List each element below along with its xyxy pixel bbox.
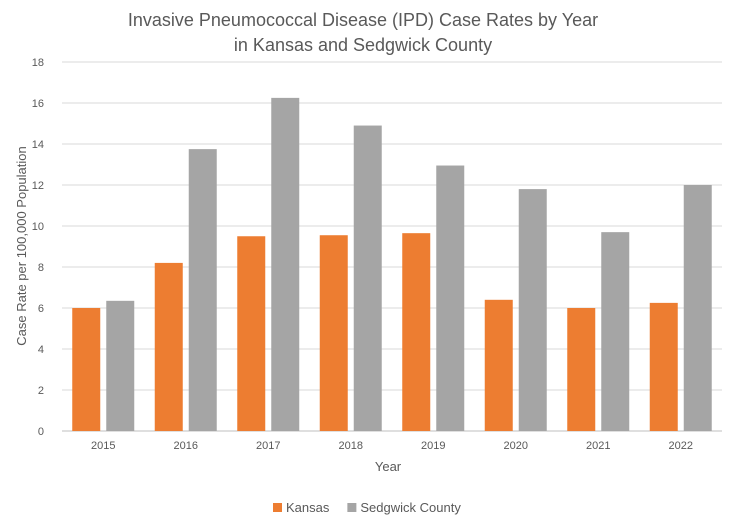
bar-kansas-2022 xyxy=(649,302,678,431)
bar-kansas-2017 xyxy=(237,236,266,431)
x-axis-ticks: 2015 2016 2017 2018 2019 2020 2021 2022 xyxy=(91,440,693,452)
x-tick-label: 2019 xyxy=(421,440,445,452)
bar-kansas-2021 xyxy=(567,308,596,431)
bar-kansas-2020 xyxy=(484,299,513,431)
legend-label: Sedgwick County xyxy=(360,500,461,515)
x-tick-label: 2021 xyxy=(586,440,610,452)
y-tick-label: 16 xyxy=(32,98,44,110)
bar-kansas-2018 xyxy=(319,235,348,431)
legend-label: Kansas xyxy=(286,500,330,515)
bar-sedgwick-county-2020 xyxy=(518,189,547,431)
legend: Kansas Sedgwick County xyxy=(273,500,461,515)
bar-kansas-2015 xyxy=(72,308,101,431)
y-tick-label: 0 xyxy=(38,426,44,438)
bar-sedgwick-county-2018 xyxy=(353,125,382,432)
x-tick-label: 2020 xyxy=(504,440,528,452)
y-tick-label: 6 xyxy=(38,303,44,315)
legend-swatch xyxy=(273,503,282,512)
bar-sedgwick-county-2019 xyxy=(436,165,465,431)
bar-kansas-2016 xyxy=(154,262,183,431)
x-tick-label: 2022 xyxy=(669,440,693,452)
bars xyxy=(72,97,712,432)
x-tick-label: 2018 xyxy=(339,440,363,452)
bar-kansas-2019 xyxy=(402,233,431,431)
x-tick-label: 2015 xyxy=(91,440,115,452)
bar-sedgwick-county-2017 xyxy=(271,97,300,431)
y-tick-label: 10 xyxy=(32,221,44,233)
chart-title-line-1: Invasive Pneumococcal Disease (IPD) Case… xyxy=(128,10,598,30)
bar-sedgwick-county-2016 xyxy=(188,149,217,431)
y-tick-label: 12 xyxy=(32,180,44,192)
x-tick-label: 2017 xyxy=(256,440,280,452)
bar-sedgwick-county-2022 xyxy=(683,185,712,431)
x-tick-label: 2016 xyxy=(174,440,198,452)
y-axis-ticks: 0 2 4 6 8 10 12 14 16 18 xyxy=(32,57,44,438)
bar-sedgwick-county-2021 xyxy=(601,232,630,431)
y-tick-label: 4 xyxy=(38,344,44,356)
x-axis-label: Year xyxy=(375,459,402,474)
chart-title: Invasive Pneumococcal Disease (IPD) Case… xyxy=(128,10,598,55)
y-tick-label: 18 xyxy=(32,57,44,69)
legend-swatch xyxy=(347,503,357,512)
y-tick-label: 8 xyxy=(38,262,44,274)
y-axis-label: Case Rate per 100,000 Population xyxy=(14,146,29,345)
y-tick-label: 2 xyxy=(38,385,44,397)
chart-title-line-2: in Kansas and Sedgwick County xyxy=(234,35,492,55)
y-tick-label: 14 xyxy=(32,139,44,151)
bar-sedgwick-county-2015 xyxy=(106,300,135,431)
